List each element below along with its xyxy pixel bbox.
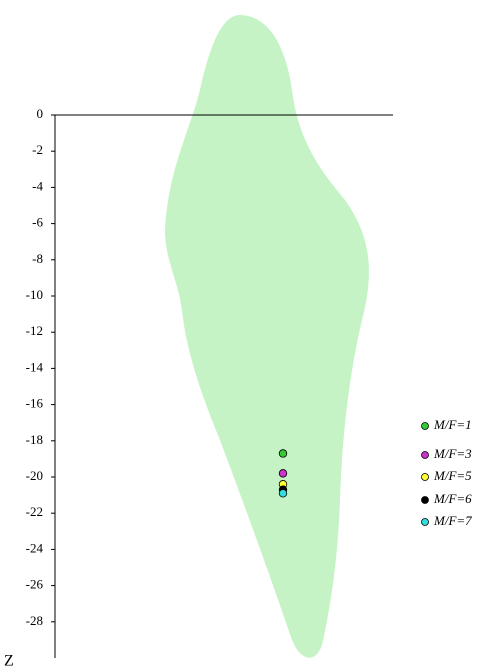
legend-marker (421, 496, 429, 504)
legend-marker (421, 451, 429, 459)
point (278, 489, 288, 498)
y-tick-label: -18 (26, 432, 43, 447)
y-tick-label: -8 (32, 251, 43, 266)
legend-marker (421, 422, 429, 430)
y-tick-label: -28 (26, 613, 43, 628)
y-tick-label: -2 (32, 142, 43, 157)
y-tick-label: 0 (37, 106, 44, 121)
legend-label: M/F=5 (433, 468, 472, 483)
legend-label: M/F=7 (433, 513, 472, 528)
y-tick-label: -24 (26, 540, 44, 555)
y-tick-label: -14 (26, 359, 44, 374)
y-tick-label: -22 (26, 504, 43, 519)
point (278, 469, 288, 478)
y-tick-label: -12 (26, 323, 43, 338)
point (278, 449, 288, 458)
y-tick-label: -26 (26, 577, 44, 592)
y-tick-label: -10 (26, 287, 43, 302)
legend-label: M/F=1 (433, 417, 472, 432)
body-shape (165, 15, 369, 658)
y-tick-label: -4 (32, 178, 43, 193)
legend-marker (421, 473, 429, 481)
legend-label: M/F=3 (433, 446, 472, 461)
axis-label: Z (4, 653, 14, 670)
y-tick-label: -6 (32, 215, 43, 230)
legend-label: M/F=6 (433, 491, 472, 506)
legend-marker (421, 518, 429, 526)
y-tick-label: -20 (26, 468, 43, 483)
y-tick-label: -16 (26, 396, 44, 411)
